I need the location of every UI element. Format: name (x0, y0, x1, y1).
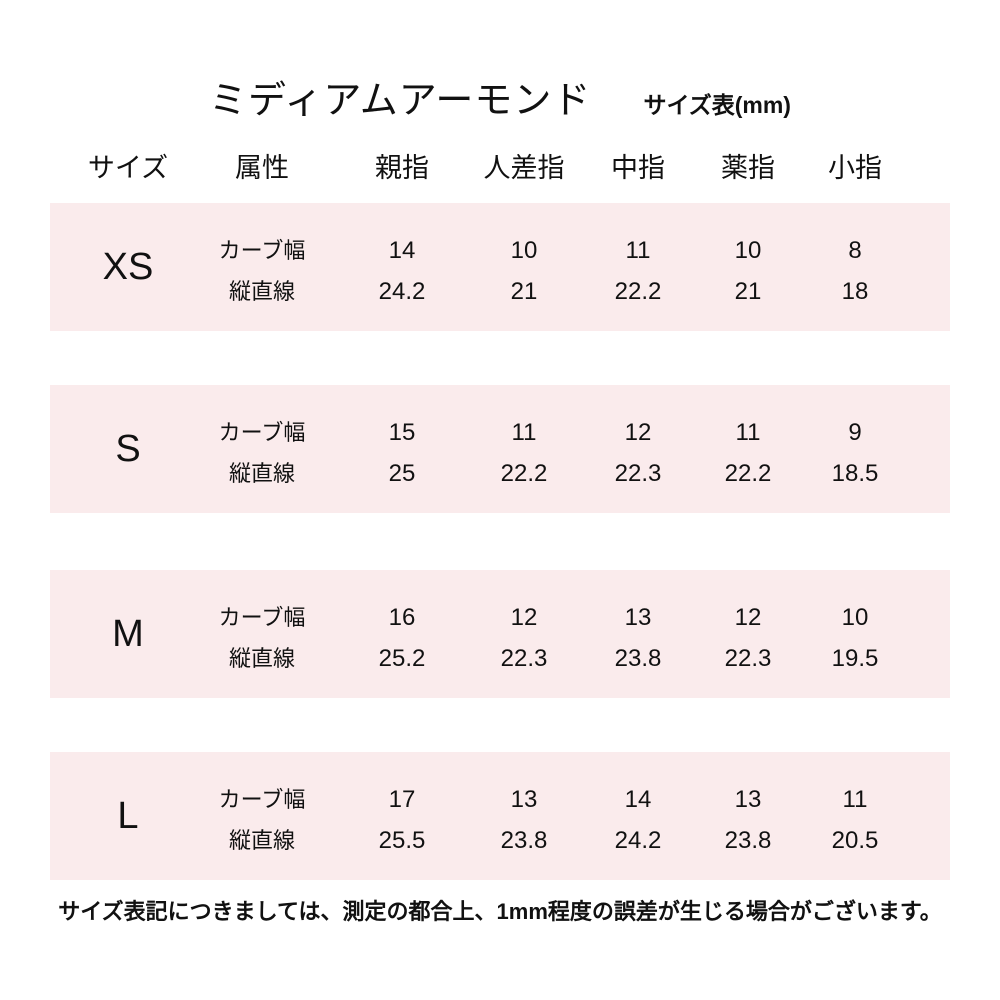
attribute-label: 縦直線 (228, 279, 296, 304)
column-header-3: 人差指 (483, 153, 565, 183)
value-cell: 19.5 (831, 645, 879, 672)
value-cell: 24.2 (378, 278, 426, 305)
value-cell: 12 (734, 604, 762, 631)
column-header-0: サイズ (87, 153, 169, 183)
value-cell: 23.8 (500, 827, 548, 854)
value-cell: 18 (841, 278, 869, 305)
column-header-6: 小指 (828, 153, 882, 183)
value-cell: 11 (735, 419, 761, 446)
size-label: S (115, 428, 141, 470)
value-cell: 25.5 (378, 827, 426, 854)
size-label: XS (102, 246, 154, 288)
column-header-5: 薬指 (721, 153, 775, 183)
size-label: L (117, 795, 139, 837)
value-cell: 11 (625, 237, 651, 264)
value-cell: 12 (624, 419, 652, 446)
attribute-row-curve-width: カーブ幅 17 13 14 13 11 (50, 779, 950, 821)
value-cell: 22.2 (724, 460, 772, 487)
attribute-row-vertical-line: 縦直線 25 22.2 22.3 22.2 18.5 (50, 453, 950, 495)
value-cell: 22.3 (614, 460, 662, 487)
table-row: S カーブ幅 15 11 12 11 9 縦直線 25 22.2 22.3 22.2 18.5 (50, 385, 950, 513)
value-cell: 14 (624, 786, 652, 813)
value-cell: 23.8 (724, 827, 772, 854)
footer-note: サイズ表記につきましては、測定の都合上、1mm程度の誤差が生じる場合がございます… (58, 899, 942, 924)
value-cell: 25.2 (378, 645, 426, 672)
attribute-row-vertical-line: 縦直線 25.2 22.3 23.8 22.3 19.5 (50, 638, 950, 680)
table-row: XS カーブ幅 14 10 11 10 8 縦直線 24.2 21 22.2 21 18 (50, 203, 950, 331)
value-cell: 11 (842, 786, 868, 813)
table-row: L カーブ幅 17 13 14 13 11 縦直線 25.5 23.8 24.2 23.8 20.5 (50, 752, 950, 880)
table-row: M カーブ幅 16 12 13 12 10 縦直線 25.2 22.3 23.8 22.3 19.5 (50, 570, 950, 698)
value-cell: 23.8 (614, 645, 662, 672)
value-cell: 10 (734, 237, 762, 264)
column-header-4: 中指 (611, 153, 665, 183)
value-cell: 10 (510, 237, 538, 264)
size-label: M (112, 613, 144, 655)
value-cell: 15 (388, 419, 416, 446)
value-cell: 20.5 (831, 827, 879, 854)
attribute-label: 縦直線 (228, 461, 296, 486)
value-cell: 14 (388, 237, 416, 264)
attribute-row-vertical-line: 縦直線 24.2 21 22.2 21 18 (50, 271, 950, 313)
value-cell: 13 (510, 786, 538, 813)
value-cell: 13 (734, 786, 762, 813)
attribute-label: カーブ幅 (218, 238, 306, 263)
attribute-label: 縦直線 (228, 646, 296, 671)
value-cell: 13 (624, 604, 652, 631)
value-cell: 12 (510, 604, 538, 631)
value-cell: 22.3 (724, 645, 772, 672)
column-header-1: 属性 (235, 153, 289, 183)
value-cell: 8 (848, 237, 862, 264)
attribute-row-curve-width: カーブ幅 16 12 13 12 10 (50, 597, 950, 639)
value-cell: 24.2 (614, 827, 662, 854)
attribute-label: カーブ幅 (218, 787, 306, 812)
title-row: ミディアムアーモンド サイズ表(mm) (0, 62, 1000, 120)
column-header-2: 親指 (375, 153, 429, 183)
value-cell: 22.2 (500, 460, 548, 487)
attribute-row-curve-width: カーブ幅 14 10 11 10 8 (50, 230, 950, 272)
attribute-label: カーブ幅 (218, 420, 306, 445)
value-cell: 11 (511, 419, 537, 446)
table-header-row: サイズ 属性 親指 人差指 中指 薬指 小指 (50, 146, 950, 190)
unit-label: サイズ表(mm) (643, 92, 791, 118)
value-cell: 21 (510, 278, 538, 305)
value-cell: 18.5 (831, 460, 879, 487)
value-cell: 16 (388, 604, 416, 631)
value-cell: 10 (841, 604, 869, 631)
attribute-label: カーブ幅 (218, 605, 306, 630)
value-cell: 9 (848, 419, 862, 446)
attribute-row-vertical-line: 縦直線 25.5 23.8 24.2 23.8 20.5 (50, 820, 950, 862)
attribute-label: 縦直線 (228, 828, 296, 853)
value-cell: 22.2 (614, 278, 662, 305)
page-title: ミディアムアーモンド (209, 80, 592, 122)
value-cell: 22.3 (500, 645, 548, 672)
value-cell: 21 (734, 278, 762, 305)
attribute-row-curve-width: カーブ幅 15 11 12 11 9 (50, 412, 950, 454)
value-cell: 25 (388, 460, 416, 487)
value-cell: 17 (388, 786, 416, 813)
